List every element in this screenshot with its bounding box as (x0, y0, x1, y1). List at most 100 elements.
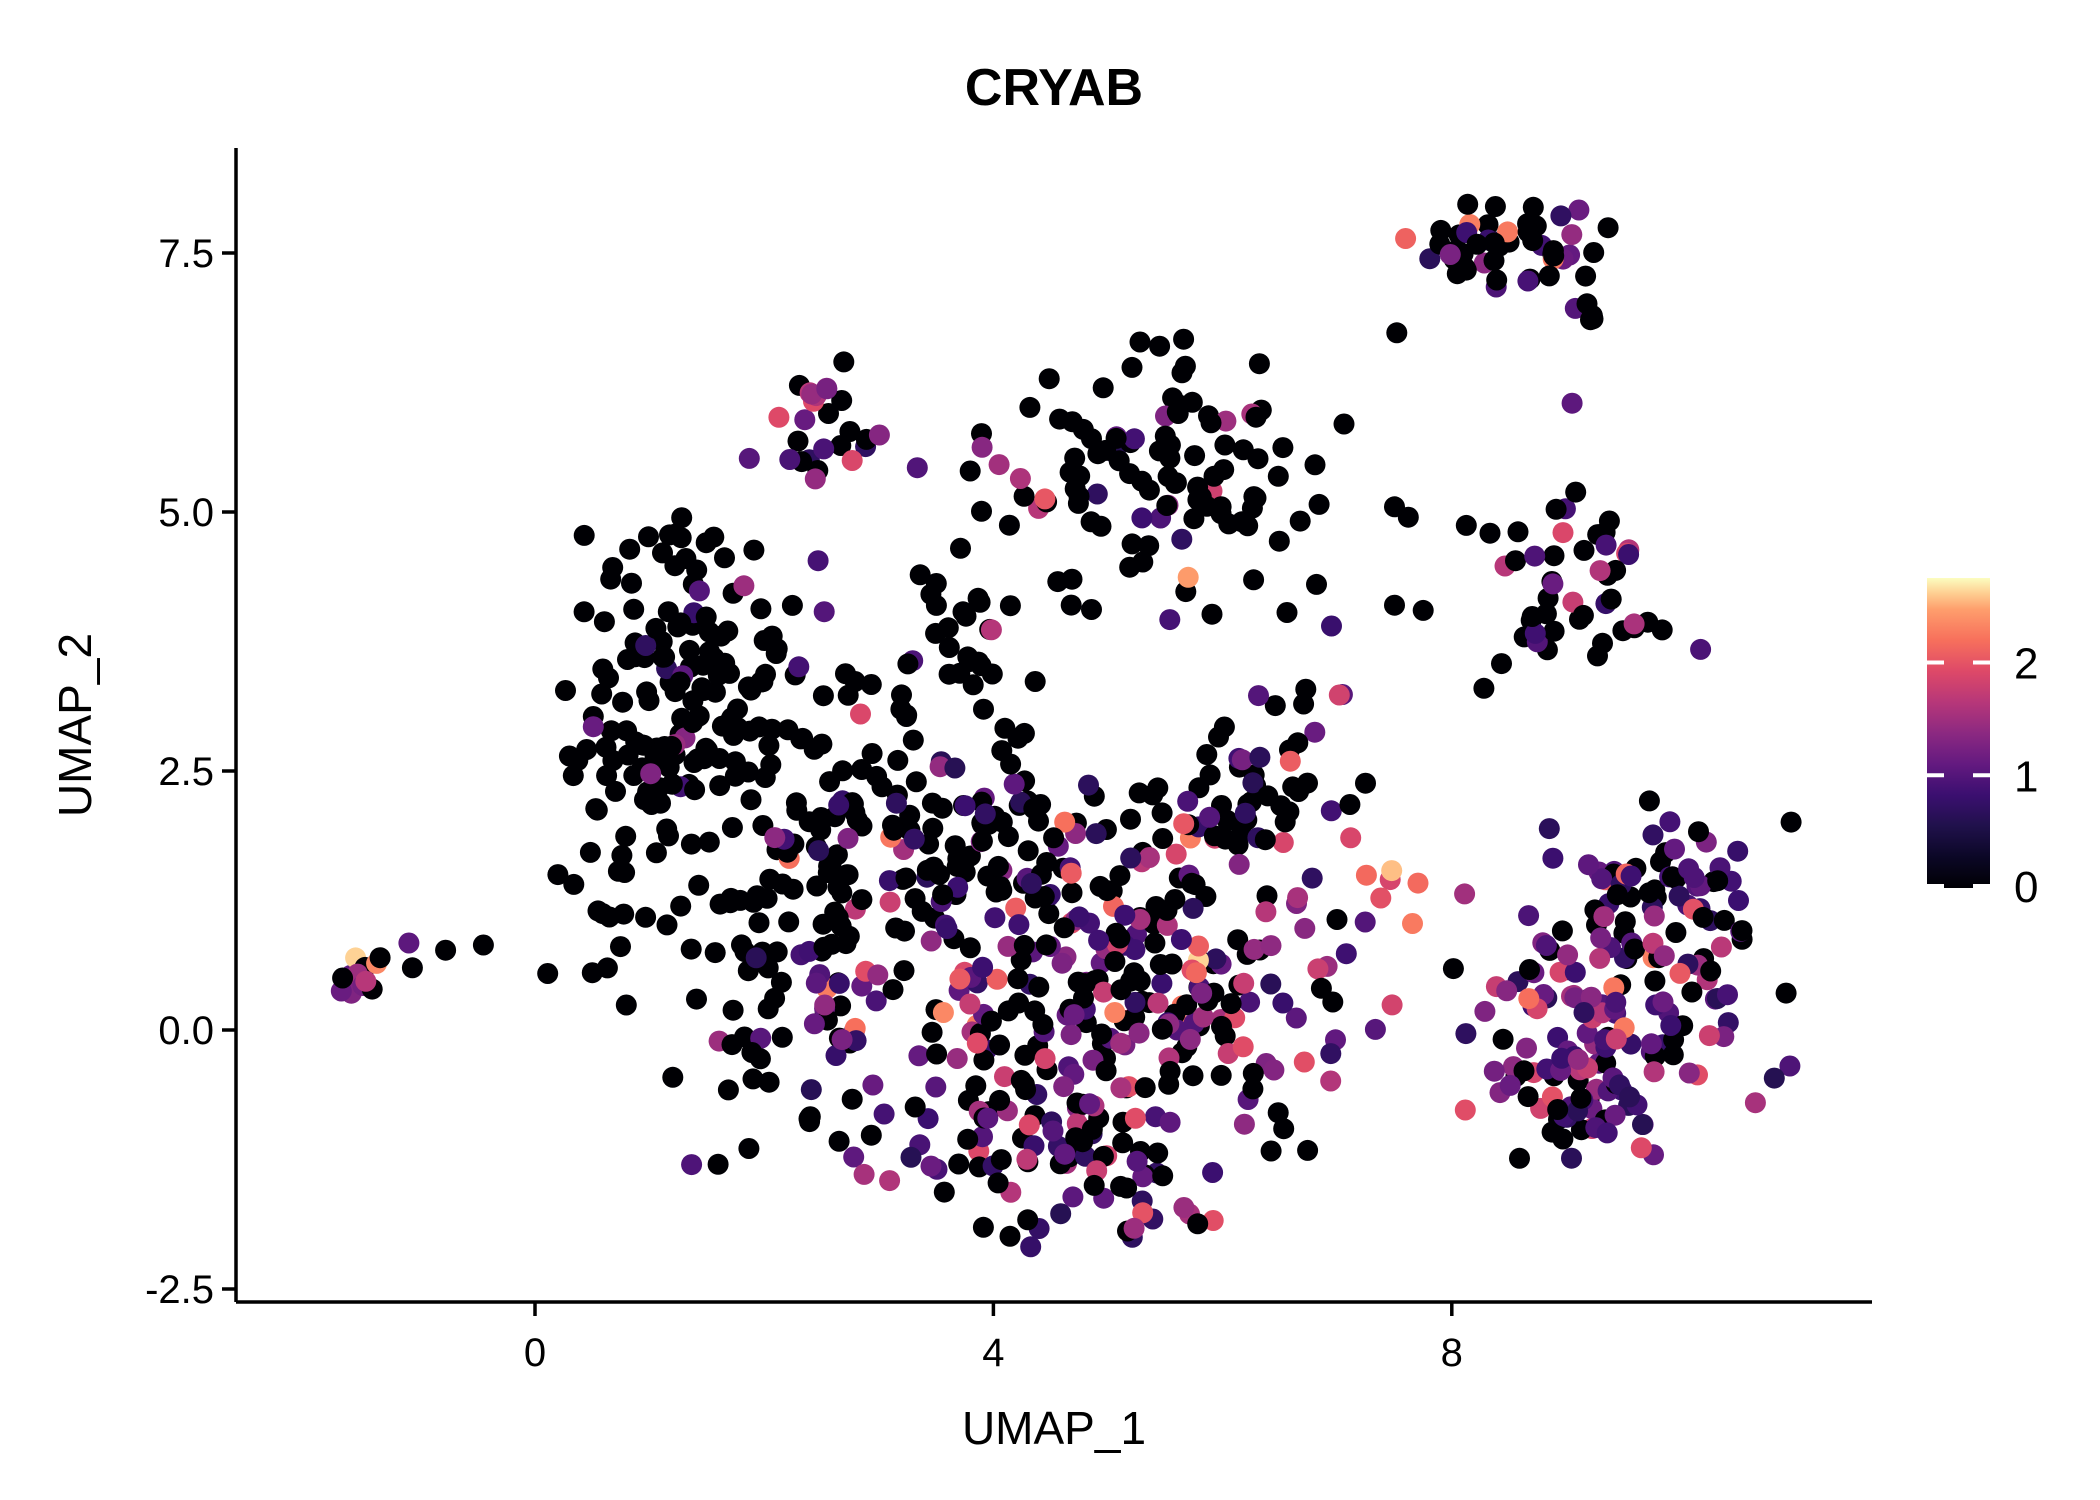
data-point (1605, 991, 1627, 1013)
data-point (1442, 958, 1464, 980)
data-point (830, 435, 852, 456)
data-point (1009, 468, 1031, 489)
data-point (959, 993, 981, 1015)
data-point (563, 873, 585, 895)
data-point (1038, 903, 1060, 925)
data-point (1538, 818, 1560, 840)
data-point (703, 526, 725, 548)
data-point (585, 798, 607, 820)
data-point (1035, 934, 1057, 956)
data-point (1034, 488, 1056, 510)
data-point (1032, 1013, 1054, 1035)
data-point (1614, 911, 1636, 933)
data-point (1088, 929, 1110, 951)
data-point (1561, 224, 1583, 246)
data-point (1233, 972, 1255, 994)
y-tick-label: 7.5 (158, 232, 214, 276)
data-point (1285, 1007, 1307, 1029)
data-point (709, 748, 730, 769)
data-point (683, 752, 705, 773)
data-point (1717, 984, 1738, 1006)
data-point (1124, 1107, 1146, 1129)
data-point (1572, 604, 1594, 626)
data-point (925, 1076, 947, 1098)
data-point (807, 550, 829, 572)
data-point (1744, 1092, 1766, 1114)
data-point (1170, 929, 1192, 950)
data-point (952, 601, 974, 623)
data-point (1454, 1099, 1476, 1121)
data-point (1587, 645, 1608, 667)
data-point (1201, 603, 1223, 625)
data-point (1659, 811, 1681, 833)
data-point (691, 677, 713, 699)
data-point (782, 878, 804, 900)
data-point (1234, 802, 1256, 824)
data-point (792, 727, 814, 749)
data-point (997, 935, 1019, 957)
data-point (843, 1146, 865, 1168)
data-point (1242, 1078, 1264, 1100)
data-point (1144, 932, 1166, 954)
y-tick-label: 0.0 (158, 1009, 214, 1053)
data-point (1600, 588, 1622, 610)
data-point (865, 990, 887, 1012)
data-point (860, 1124, 882, 1146)
data-point (670, 612, 692, 634)
data-point (1159, 609, 1181, 631)
data-point (680, 833, 702, 855)
data-point (966, 1032, 988, 1054)
data-point (1522, 230, 1544, 252)
data-point (1147, 992, 1169, 1014)
data-point (833, 351, 855, 373)
data-point (984, 907, 1006, 929)
data-point (754, 767, 776, 788)
data-point (819, 771, 841, 793)
data-point (944, 835, 966, 857)
data-point (1177, 566, 1199, 588)
y-tick-label: 5.0 (158, 491, 214, 535)
data-point (1593, 906, 1615, 928)
data-point (1595, 534, 1617, 556)
data-point (1053, 917, 1075, 939)
data-point (1477, 214, 1499, 236)
data-point (1578, 854, 1599, 876)
data-point (813, 936, 835, 958)
data-point (1138, 535, 1160, 557)
data-point (1164, 472, 1186, 494)
data-point (1279, 750, 1301, 772)
data-point (883, 819, 905, 841)
data-point (1507, 521, 1529, 543)
data-point (607, 860, 629, 882)
data-point (873, 1103, 895, 1125)
data-point (1573, 539, 1595, 561)
data-point (814, 994, 836, 1016)
data-point (621, 572, 642, 594)
data-point (1549, 961, 1571, 983)
data-point (1293, 1051, 1315, 1073)
data-point (635, 635, 657, 656)
data-point (1326, 909, 1348, 930)
data-point (989, 1089, 1011, 1111)
data-point (1340, 827, 1362, 849)
data-point (900, 1146, 922, 1168)
data-point (537, 963, 559, 984)
data-point (1268, 530, 1290, 552)
data-point (1653, 945, 1675, 967)
data-point (1110, 1032, 1132, 1054)
data-point (714, 547, 735, 569)
data-point (547, 864, 569, 886)
data-point (1243, 569, 1265, 591)
data-point (895, 867, 917, 889)
data-point (1446, 263, 1468, 285)
data-point (1123, 962, 1145, 984)
data-point (1638, 790, 1660, 812)
data-point (662, 1066, 684, 1088)
data-point (1050, 1203, 1072, 1225)
data-point (1779, 1055, 1801, 1077)
data-point (971, 500, 992, 522)
data-point (721, 1034, 743, 1056)
data-point (1065, 1127, 1087, 1149)
data-point (1272, 992, 1294, 1014)
data-point (579, 841, 601, 863)
